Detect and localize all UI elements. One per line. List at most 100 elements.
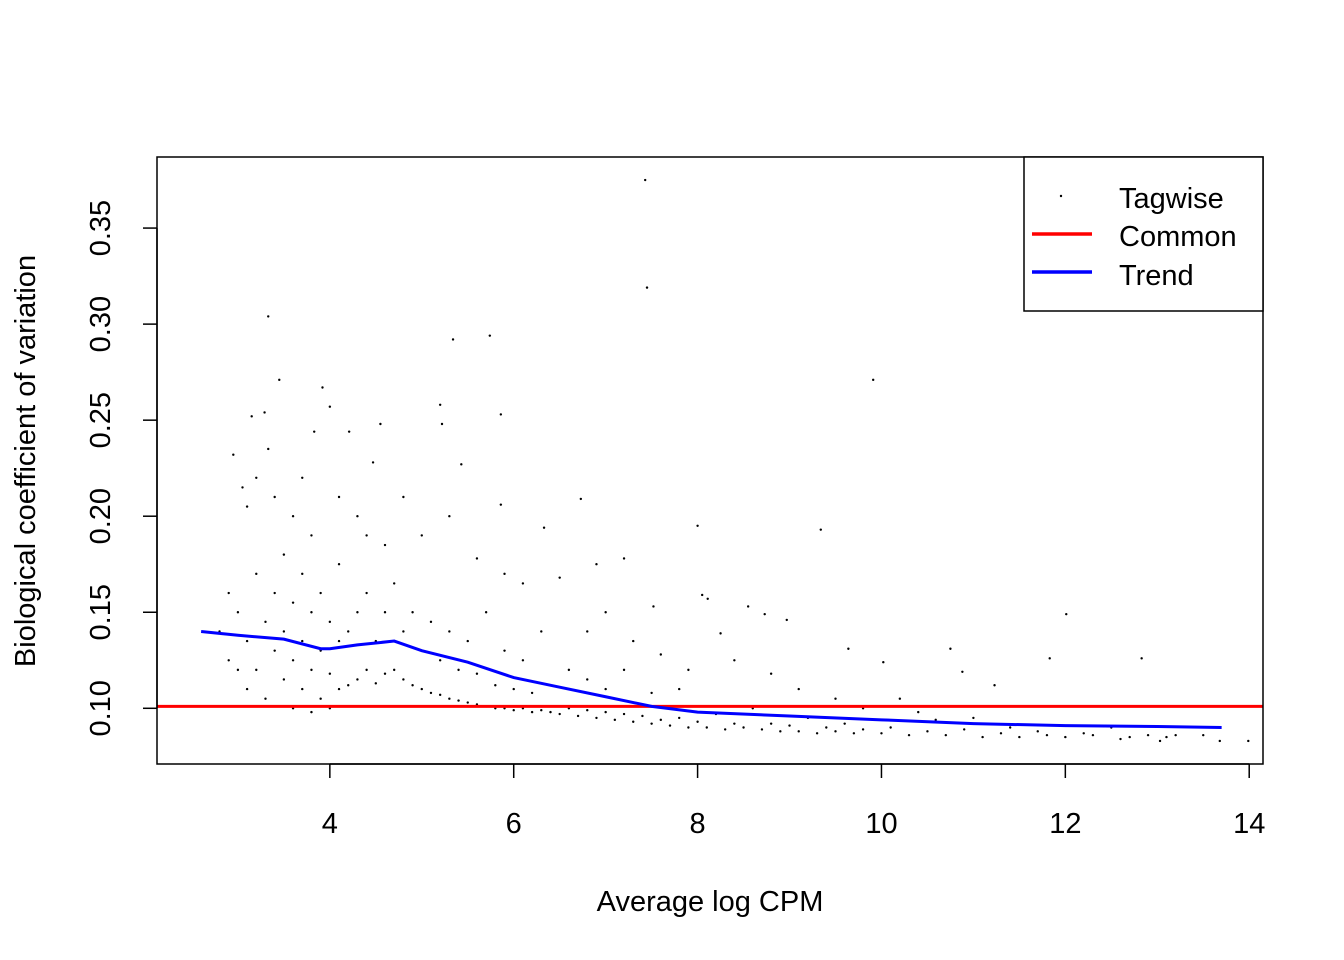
tagwise-point bbox=[273, 495, 276, 499]
legend: Tagwise Common Trend bbox=[1023, 156, 1264, 312]
tagwise-point bbox=[356, 611, 359, 614]
tagwise-point bbox=[1018, 735, 1021, 739]
tagwise-point bbox=[1008, 726, 1012, 729]
tagwise-point bbox=[632, 639, 635, 643]
tagwise-point bbox=[659, 718, 663, 722]
tagwise-point bbox=[301, 639, 304, 643]
tagwise-point bbox=[549, 710, 552, 714]
tagwise-point bbox=[705, 726, 708, 729]
tagwise-point bbox=[788, 724, 791, 727]
tagwise-point bbox=[1091, 733, 1095, 737]
tagwise-point bbox=[356, 678, 359, 681]
tagwise-point bbox=[374, 682, 378, 685]
tagwise-point bbox=[250, 415, 253, 418]
tagwise-point bbox=[530, 691, 534, 695]
tagwise-point bbox=[944, 733, 948, 737]
tagwise-point bbox=[438, 403, 442, 406]
tagwise-point bbox=[273, 591, 276, 595]
tagwise-point bbox=[484, 611, 488, 614]
y-tick-label: 0.10 bbox=[85, 680, 117, 736]
tagwise-point bbox=[1045, 733, 1049, 737]
tagwise-point bbox=[949, 647, 952, 650]
tagwise-point bbox=[1140, 657, 1143, 660]
tagwise-point bbox=[1165, 735, 1168, 739]
tagwise-point bbox=[769, 672, 773, 675]
tagwise-point bbox=[723, 728, 727, 731]
tagwise-point bbox=[696, 720, 699, 723]
tagwise-point bbox=[847, 647, 850, 650]
tagwise-point bbox=[347, 430, 351, 433]
tagwise-point bbox=[779, 730, 782, 733]
tagwise-point bbox=[448, 630, 451, 633]
tagwise-point bbox=[1119, 737, 1122, 741]
tagwise-point bbox=[1036, 730, 1039, 733]
tagwise-point bbox=[255, 476, 258, 479]
tagwise-point bbox=[1158, 739, 1162, 743]
tagwise-point bbox=[706, 597, 709, 601]
tagwise-point bbox=[245, 687, 249, 691]
tagwise-point bbox=[540, 630, 543, 633]
tagwise-point bbox=[558, 712, 561, 716]
tagwise-point bbox=[255, 572, 258, 576]
tagwise-point bbox=[595, 716, 598, 720]
tagwise-point bbox=[819, 528, 822, 531]
tagwise-point bbox=[604, 687, 607, 691]
tagwise-point bbox=[245, 505, 249, 508]
tagwise-point bbox=[451, 338, 455, 341]
tagwise-point bbox=[267, 315, 270, 318]
tagwise-point bbox=[236, 611, 240, 614]
tagwise-point bbox=[512, 709, 515, 712]
tagwise-point bbox=[926, 730, 929, 733]
tagwise-point bbox=[622, 712, 626, 716]
legend-tagwise-point bbox=[1059, 194, 1063, 198]
tagwise-point bbox=[278, 378, 281, 382]
tagwise-point bbox=[365, 534, 368, 537]
tagwise-point bbox=[448, 515, 451, 518]
tagwise-point bbox=[659, 653, 663, 656]
tagwise-point bbox=[1128, 735, 1131, 739]
tagwise-point bbox=[645, 286, 649, 289]
tagwise-point bbox=[319, 697, 322, 700]
y-tick-label: 0.15 bbox=[85, 584, 117, 640]
tagwise-point bbox=[328, 620, 332, 624]
tagwise-point bbox=[310, 534, 313, 537]
tagwise-point bbox=[586, 630, 589, 633]
tagwise-point bbox=[687, 668, 690, 672]
y-tick-label: 0.25 bbox=[85, 392, 117, 448]
tagwise-point bbox=[769, 722, 773, 725]
tagwise-point bbox=[540, 709, 543, 712]
tagwise-point bbox=[797, 687, 800, 691]
tagwise-point bbox=[993, 684, 996, 687]
tagwise-point bbox=[632, 720, 635, 723]
tagwise-point bbox=[889, 726, 892, 729]
tagwise-point bbox=[586, 678, 589, 681]
tagwise-point bbox=[379, 422, 382, 426]
y-tick-label: 0.35 bbox=[85, 200, 117, 256]
tagwise-point bbox=[746, 605, 750, 608]
tagwise-point bbox=[586, 709, 589, 712]
tagwise-point bbox=[678, 687, 681, 691]
tagwise-point bbox=[457, 668, 460, 672]
tagwise-point bbox=[282, 678, 286, 681]
x-tick-label: 6 bbox=[506, 808, 522, 840]
tagwise-point bbox=[371, 461, 375, 464]
tagwise-point bbox=[1082, 732, 1085, 735]
tagwise-point bbox=[934, 718, 937, 722]
tagwise-point bbox=[383, 611, 387, 614]
tagwise-point bbox=[595, 563, 598, 566]
tagwise-point bbox=[1065, 612, 1068, 616]
tagwise-point bbox=[291, 601, 295, 604]
tagwise-point bbox=[558, 576, 561, 579]
tagwise-point bbox=[438, 659, 442, 662]
tagwise-point bbox=[255, 668, 258, 672]
tagwise-point bbox=[815, 732, 819, 735]
legend-label-common: Common bbox=[1119, 221, 1237, 253]
tagwise-point bbox=[861, 728, 865, 731]
tagwise-point bbox=[402, 678, 405, 681]
tagwise-point bbox=[402, 630, 405, 633]
tagwise-point bbox=[668, 724, 672, 727]
tagwise-point bbox=[383, 672, 387, 675]
tagwise-point bbox=[882, 660, 885, 664]
tagwise-point bbox=[852, 732, 856, 735]
tagwise-point bbox=[1146, 733, 1150, 737]
